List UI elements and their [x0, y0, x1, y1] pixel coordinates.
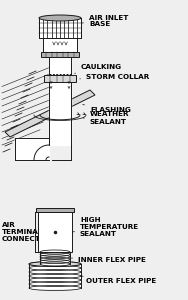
Text: STORM COLLAR: STORM COLLAR [80, 74, 149, 80]
Bar [38, 212, 72, 252]
Bar [39, 18, 81, 38]
Text: AIR INLET
BASE: AIR INLET BASE [82, 14, 128, 28]
Text: INNER FLEX PIPE: INNER FLEX PIPE [70, 257, 146, 263]
Text: CAULKING: CAULKING [75, 64, 122, 74]
Ellipse shape [29, 262, 81, 266]
Ellipse shape [39, 15, 81, 21]
Polygon shape [34, 145, 49, 160]
Bar [43, 38, 77, 52]
Bar [44, 75, 76, 82]
Bar [41, 52, 79, 57]
Bar [36, 208, 74, 212]
Text: FLASHING: FLASHING [83, 104, 131, 113]
Text: AIR
TERMINAL
CONNECTOR: AIR TERMINAL CONNECTOR [2, 222, 52, 242]
Text: HIGH
TEMPERATURE
SEALANT: HIGH TEMPERATURE SEALANT [72, 217, 139, 237]
Text: OUTER FLEX PIPE: OUTER FLEX PIPE [81, 276, 156, 284]
Polygon shape [5, 90, 95, 137]
Text: WEATHER
SEALANT: WEATHER SEALANT [83, 112, 130, 124]
